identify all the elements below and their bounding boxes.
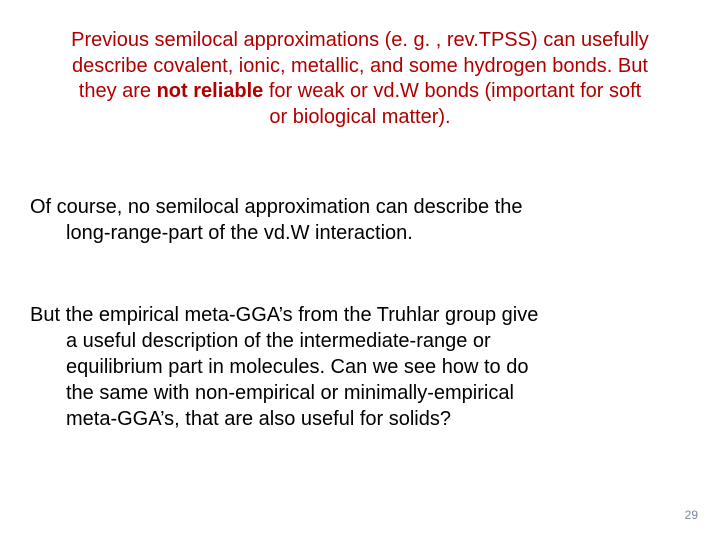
- title-line-1: Previous semilocal approximations (e. g.…: [71, 29, 649, 51]
- para3-line-4: the same with non-empirical or minimally…: [30, 380, 690, 406]
- paragraph-2: Of course, no semilocal approximation ca…: [30, 194, 690, 246]
- para2-line-2: long-range-part of the vd.W interaction.: [30, 220, 690, 246]
- para3-line-1: But the empirical meta-GGA’s from the Tr…: [30, 304, 538, 326]
- para3-line-2: a useful description of the intermediate…: [30, 328, 690, 354]
- title-line-2: describe covalent, ionic, metallic, and …: [72, 55, 648, 77]
- page-number: 29: [685, 508, 698, 522]
- title-paragraph: Previous semilocal approximations (e. g.…: [30, 28, 690, 130]
- para2-line-1: Of course, no semilocal approximation ca…: [30, 196, 522, 218]
- title-line-3a: they are: [79, 80, 157, 102]
- title-line-3b: for weak or vd.W bonds (important for so…: [263, 80, 641, 102]
- title-line-4: or biological matter).: [269, 106, 450, 128]
- para3-line-3: equilibrium part in molecules. Can we se…: [30, 354, 690, 380]
- slide: Previous semilocal approximations (e. g.…: [0, 0, 720, 540]
- para3-line-5: meta-GGA’s, that are also useful for sol…: [30, 406, 690, 432]
- paragraph-3: But the empirical meta-GGA’s from the Tr…: [30, 302, 690, 432]
- title-emphasis: not reliable: [157, 80, 264, 102]
